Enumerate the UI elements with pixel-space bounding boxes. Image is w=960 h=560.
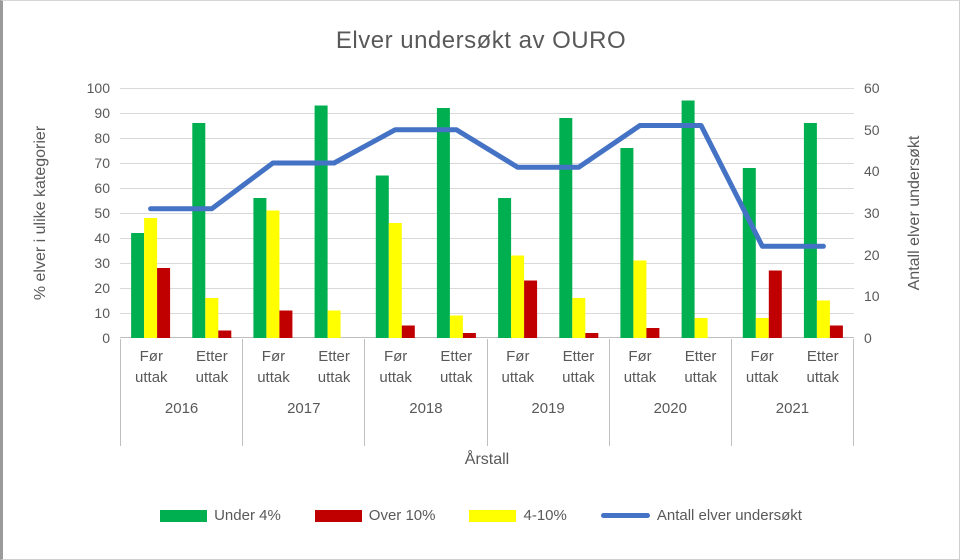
- y-right-tick-label: 60: [864, 80, 880, 96]
- x-category-label: Etter uttak: [439, 348, 473, 386]
- bar-Over 10%: [462, 333, 476, 338]
- x-year-label: 2018: [409, 400, 443, 417]
- y-left-tick-label: 100: [86, 80, 110, 96]
- legend-label: Under 4%: [214, 507, 281, 524]
- bar-Under 4%: [742, 168, 756, 338]
- x-year-group: Før uttak Etter uttak 2017: [242, 339, 364, 446]
- bar-4-10%: [755, 318, 769, 338]
- x-category-label: Før uttak: [135, 348, 168, 386]
- y-left-tick-label: 70: [94, 155, 110, 171]
- x-year-group: Før uttak Etter uttak 2020: [608, 339, 731, 446]
- x-year-label: 2020: [653, 400, 687, 417]
- bar-Under 4%: [803, 123, 817, 338]
- bar-4-10%: [266, 210, 280, 338]
- x-category-label: Før uttak: [257, 348, 290, 386]
- bar-4-10%: [449, 315, 463, 338]
- x-axis-title: Årstall: [464, 451, 510, 468]
- bar-Under 4%: [436, 108, 450, 338]
- y-left-tick-label: 60: [94, 180, 110, 196]
- x-category-label: Etter uttak: [562, 348, 595, 386]
- x-year-label: 2016: [164, 400, 199, 417]
- bar-4-10%: [144, 218, 158, 338]
- legend: Under 4% Over 10% 4-10% Antall elver unders…: [3, 507, 959, 524]
- x-category-label: Etter uttak: [684, 348, 717, 386]
- y-left-tick-label: 20: [94, 280, 110, 296]
- legend-label: Antall elver undersøkt: [656, 507, 802, 524]
- legend-label: Over 10%: [368, 507, 436, 524]
- x-year-group: Før uttak Etter uttak 2018: [364, 339, 486, 446]
- legend-swatch: [160, 509, 208, 522]
- bar-Over 10%: [524, 280, 538, 338]
- bar-Under 4%: [314, 105, 328, 338]
- y-left-tick-label: 40: [94, 230, 110, 246]
- y-right-tick-label: 20: [864, 246, 880, 263]
- y-right-tick-label: 40: [864, 163, 880, 180]
- y-left-tick-label: 30: [94, 255, 110, 271]
- bar-Under 4%: [375, 175, 389, 338]
- legend-item: 4-10%: [469, 507, 567, 524]
- y-right-tick-label: 10: [864, 288, 880, 305]
- legend-line-marker: [600, 513, 650, 518]
- x-category-label: Etter uttak: [317, 348, 351, 386]
- chart-title: Elver undersøkt av OURO: [335, 27, 627, 54]
- x-year-label: 2017: [287, 400, 321, 417]
- legend-label: 4-10%: [523, 507, 567, 524]
- legend-item: Antall elver undersøkt: [600, 507, 802, 524]
- y-right-tick-label: 0: [864, 330, 872, 346]
- y-axis-left-title: % elver i ulike kategorier: [32, 125, 49, 301]
- x-year-group: Før uttak Etter uttak 2016: [120, 339, 242, 446]
- x-year-group: Før uttak Etter uttak 2021: [730, 339, 855, 446]
- x-category-label: Før uttak: [745, 348, 779, 386]
- bar-4-10%: [816, 300, 830, 338]
- bar-4-10%: [572, 298, 586, 338]
- x-category-label: Før uttak: [623, 348, 657, 386]
- bar-4-10%: [633, 260, 647, 338]
- y-left-tick-label: 50: [94, 205, 110, 221]
- bar-Under 4%: [498, 198, 512, 338]
- bar-Under 4%: [559, 118, 573, 338]
- bar-Over 10%: [768, 270, 782, 338]
- y-left-tick-label: 80: [94, 130, 110, 146]
- bar-Under 4%: [192, 123, 206, 338]
- bar-Over 10%: [218, 330, 232, 338]
- bar-Over 10%: [646, 328, 660, 338]
- bar-4-10%: [388, 223, 402, 338]
- x-category-label: Før uttak: [379, 348, 412, 386]
- x-category-label: Etter uttak: [195, 348, 229, 386]
- bar-Over 10%: [829, 325, 843, 338]
- legend-swatch: [314, 509, 362, 522]
- x-year-group: Før uttak Etter uttak 2019: [486, 339, 609, 446]
- y-left-tick-label: 0: [102, 330, 110, 346]
- bar-Over 10%: [585, 333, 599, 338]
- legend-item: Under 4%: [160, 507, 281, 524]
- y-left-tick-label: 10: [94, 305, 110, 321]
- y-right-tick-label: 30: [864, 205, 880, 221]
- legend-item: Over 10%: [314, 507, 436, 524]
- line-Antall elver undersøkt: [148, 123, 826, 249]
- bar-4-10%: [205, 298, 219, 338]
- legend-swatch: [469, 509, 517, 522]
- bar-4-10%: [511, 255, 525, 338]
- bar-Under 4%: [131, 233, 145, 338]
- bar-Under 4%: [681, 100, 695, 338]
- bar-4-10%: [694, 318, 708, 338]
- x-year-label: 2019: [531, 400, 565, 417]
- x-year-label: 2021: [775, 400, 810, 417]
- bar-Over 10%: [157, 268, 171, 338]
- x-axis-label-area: Før uttak Etter uttak 2016 Før uttak Etter u…: [120, 339, 855, 446]
- x-category-label: Etter uttak: [806, 348, 840, 386]
- y-right-tick-label: 50: [864, 121, 880, 138]
- bar-4-10%: [327, 310, 341, 338]
- plot-area: [120, 88, 854, 338]
- bar-Under 4%: [620, 148, 634, 338]
- bar-Under 4%: [253, 198, 267, 338]
- y-axis-right-title: Antall elver undersøkt: [906, 135, 923, 291]
- bar-Over 10%: [401, 325, 415, 338]
- bar-Over 10%: [279, 310, 293, 338]
- x-category-label: Før uttak: [501, 348, 535, 386]
- y-left-tick-label: 90: [94, 105, 110, 121]
